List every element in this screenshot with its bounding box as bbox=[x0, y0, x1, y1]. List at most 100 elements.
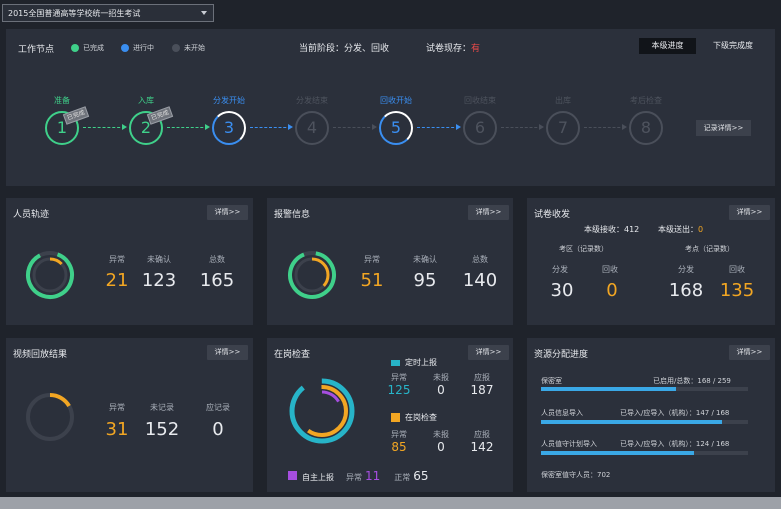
timed-report-swatch-icon bbox=[391, 359, 400, 366]
current-stage: 当前阶段：分发、回收 bbox=[299, 44, 390, 54]
onsite-value-abnormal: 85 bbox=[391, 440, 407, 454]
legend-active-label: 进行中 bbox=[133, 44, 154, 52]
arrow-1-2 bbox=[83, 124, 127, 130]
self-report-normal-label: 正常 bbox=[394, 473, 411, 482]
chevron-down-icon bbox=[201, 11, 207, 15]
paper-out: 本级送出：0 bbox=[658, 224, 703, 235]
onsite-value-unreported: 0 bbox=[437, 440, 445, 454]
legend-done-label: 已完成 bbox=[83, 44, 104, 52]
personnel-label-abnormal: 异常 bbox=[109, 255, 125, 264]
self-report-row: 自主上报 异常 11 正常 65 bbox=[288, 469, 429, 483]
resource-bar-1-ratio-value: 168 / 259 bbox=[697, 377, 731, 385]
step-5[interactable]: 5 bbox=[379, 111, 413, 145]
legend-done: 已完成 bbox=[71, 43, 104, 53]
alarm-label-total: 总数 bbox=[472, 255, 488, 264]
timed-label-should: 应报 bbox=[474, 373, 490, 382]
paper-out-value: 0 bbox=[698, 225, 704, 234]
arrow-2-3 bbox=[167, 124, 210, 130]
tab-lower-level[interactable]: 下级完成度 bbox=[713, 41, 753, 50]
timed-value-unreported: 0 bbox=[437, 383, 445, 397]
onsite-label-unreported: 未报 bbox=[433, 430, 449, 439]
personnel-panel: 人员轨迹 详情>> 异常 未确认 总数 21 123 165 bbox=[6, 198, 253, 325]
inspection-title: 在岗检查 bbox=[274, 350, 311, 360]
personnel-value-total: 165 bbox=[199, 270, 235, 291]
resource-title: 资源分配进度 bbox=[534, 350, 589, 360]
paper-received: 本级接收：412 bbox=[584, 225, 640, 234]
paper-storage-value: 有 bbox=[471, 44, 481, 54]
inspection-panel: 在岗检查 详情>> 定时上报 异常 未报 应报 125 0 187 在岗检查 异… bbox=[267, 338, 513, 492]
video-value-unrecorded: 152 bbox=[144, 419, 180, 440]
video-detail-button[interactable]: 详情>> bbox=[207, 345, 248, 360]
alarm-label-abnormal: 异常 bbox=[364, 255, 380, 264]
video-label-unrecorded: 未记录 bbox=[150, 403, 174, 412]
step-label-3: 分发开始 bbox=[213, 96, 245, 105]
resource-bar-3-track bbox=[541, 451, 748, 455]
alarm-panel: 报警信息 详情>> 异常 未确认 总数 51 95 140 bbox=[267, 198, 513, 325]
paper-storage-label: 试卷现存： bbox=[426, 44, 472, 54]
legend-active-dot-icon bbox=[121, 44, 129, 52]
resource-bar-2-fill bbox=[541, 420, 723, 424]
step-1[interactable]: 1 bbox=[45, 111, 79, 145]
resource-bar-2-track bbox=[541, 420, 748, 424]
timed-value-abnormal: 125 bbox=[387, 383, 411, 397]
paper-region-recv-label: 回收 bbox=[602, 265, 618, 274]
self-report-abnormal-value: 11 bbox=[365, 469, 381, 483]
personnel-detail-button[interactable]: 详情>> bbox=[207, 205, 248, 220]
video-panel: 视频回放结果 详情>> 异常 未记录 应记录 31 152 0 bbox=[6, 338, 253, 492]
step-label-1: 准备 bbox=[54, 96, 70, 105]
legend-todo-dot-icon bbox=[172, 44, 180, 52]
resource-bar-3-ratio-value: 124 / 168 bbox=[695, 440, 730, 448]
paper-detail-button[interactable]: 详情>> bbox=[729, 205, 770, 220]
alarm-title: 报警信息 bbox=[274, 210, 311, 220]
paper-out-label: 本级送出： bbox=[658, 225, 698, 234]
workflow-panel: 工作节点 已完成 进行中 未开始 当前阶段：分发、回收 试卷现存：有 本级进度 … bbox=[6, 29, 775, 186]
video-label-should: 应记录 bbox=[206, 403, 230, 412]
resource-bar-3-ratio-label: 已导入/应导入（机构）： bbox=[620, 440, 696, 448]
resource-detail-button[interactable]: 详情>> bbox=[729, 345, 770, 360]
alarm-label-unconfirmed: 未确认 bbox=[413, 255, 437, 264]
arrow-4-5 bbox=[333, 124, 377, 130]
alarm-detail-button[interactable]: 详情>> bbox=[468, 205, 509, 220]
step-label-4: 分发结束 bbox=[296, 96, 328, 105]
self-report-abnormal-label: 异常 bbox=[346, 473, 362, 482]
step-label-8: 考后检查 bbox=[630, 96, 662, 105]
exam-select-value: 2015全国普通高等学校统一招生考试 bbox=[8, 9, 141, 18]
personnel-title: 人员轨迹 bbox=[13, 210, 50, 220]
self-report-normal-value: 65 bbox=[413, 469, 429, 483]
timed-report-legend: 定时上报 bbox=[391, 357, 437, 368]
self-report-title: 自主上报 bbox=[302, 473, 334, 482]
resource-footer: 保密室值守人员：702 bbox=[541, 471, 611, 479]
personnel-ring-chart bbox=[26, 251, 74, 299]
alarm-value-abnormal: 51 bbox=[360, 270, 384, 291]
step-2[interactable]: 2 bbox=[129, 111, 163, 145]
step-3[interactable]: 3 bbox=[212, 111, 246, 145]
step-6[interactable]: 6 bbox=[463, 111, 497, 145]
onsite-label-should: 应报 bbox=[474, 430, 490, 439]
video-value-abnormal: 31 bbox=[105, 419, 129, 440]
paper-region-dist-label: 分发 bbox=[552, 265, 568, 274]
alarm-ring-chart bbox=[288, 251, 336, 299]
workflow-title: 工作节点 bbox=[18, 45, 55, 55]
resource-bar-2-label: 人员信息导入 bbox=[541, 409, 583, 417]
resource-bar-1-label: 保密室 bbox=[541, 377, 562, 385]
arrow-3-4 bbox=[250, 124, 293, 130]
step-7[interactable]: 7 bbox=[546, 111, 580, 145]
resource-bar-2-ratio: 已导入/应导入（机构）：147 / 168 bbox=[620, 408, 729, 418]
paper-site-dist-label: 分发 bbox=[678, 265, 694, 274]
onsite-check-legend: 在岗检查 bbox=[391, 412, 437, 423]
exam-select[interactable]: 2015全国普通高等学校统一招生考试 bbox=[2, 4, 214, 22]
inspection-detail-button[interactable]: 详情>> bbox=[468, 345, 509, 360]
alarm-value-unconfirmed: 95 bbox=[413, 270, 437, 291]
timed-label-unreported: 未报 bbox=[433, 373, 449, 382]
legend-done-dot-icon bbox=[71, 44, 79, 52]
resource-bar-1-ratio: 已启用/总数：168 / 259 bbox=[653, 376, 731, 386]
step-8[interactable]: 8 bbox=[629, 111, 663, 145]
paper-site-recv-value: 135 bbox=[719, 280, 755, 301]
record-detail-button[interactable]: 记录详情>> bbox=[696, 120, 751, 136]
video-title: 视频回放结果 bbox=[13, 350, 68, 360]
resource-bar-2-ratio-value: 147 / 168 bbox=[695, 409, 730, 417]
step-label-5: 回收开始 bbox=[380, 96, 412, 105]
tab-this-level[interactable]: 本级进度 bbox=[639, 38, 696, 54]
step-4[interactable]: 4 bbox=[295, 111, 329, 145]
video-label-abnormal: 异常 bbox=[109, 403, 125, 412]
